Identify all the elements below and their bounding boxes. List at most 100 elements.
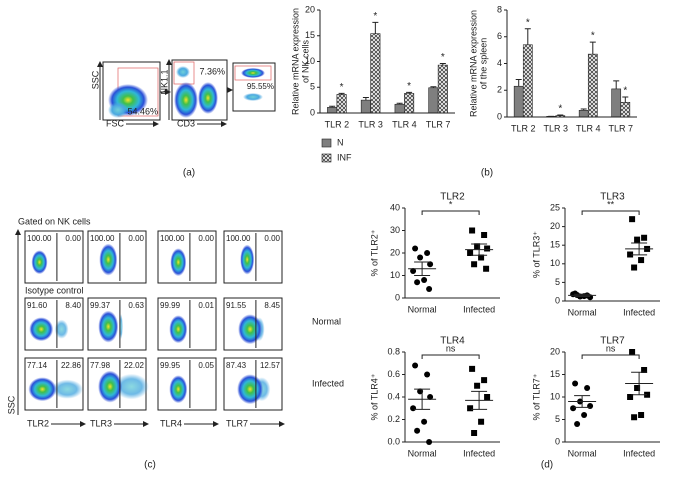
cell-density <box>114 373 149 400</box>
quadrant-value: 100.00 <box>90 234 115 243</box>
significance: * <box>526 17 530 28</box>
data-point <box>467 405 474 412</box>
data-point <box>469 365 476 372</box>
bar <box>578 110 589 118</box>
y-axis-label: Relative mRNA expression <box>468 10 478 117</box>
x-tick-label: Infected <box>623 448 655 458</box>
significance-bracket <box>421 354 480 359</box>
cell-density <box>237 374 264 405</box>
panel-label: (b) <box>481 168 493 179</box>
sem-bar <box>471 243 488 256</box>
gate-value: 54.46% <box>127 106 158 116</box>
quadrant-value: 0.00 <box>128 234 144 243</box>
data-point <box>424 371 431 378</box>
y-tick-label: 10 <box>305 56 315 66</box>
bar <box>513 85 524 118</box>
axis-label: CD3 <box>177 118 195 128</box>
row-label: Normal <box>312 316 341 326</box>
data-point <box>421 418 428 425</box>
quadrant-value: 0.01 <box>198 301 214 310</box>
cell-density <box>174 82 198 118</box>
panel-label: (c) <box>144 460 156 471</box>
quadrant-value: 22.86 <box>61 361 82 370</box>
y-tick-label: 0 <box>395 292 400 302</box>
data-point <box>483 265 490 272</box>
x-tick-label: TLR 7 <box>608 123 633 133</box>
bar <box>587 53 598 118</box>
cell-density <box>240 244 255 275</box>
sem-bar <box>574 293 591 298</box>
data-point <box>641 234 648 241</box>
significance: * <box>340 82 344 93</box>
quadrant-value: 0.63 <box>128 301 144 310</box>
data-point <box>427 261 434 268</box>
gate-value: 95.55% <box>247 82 274 91</box>
y-tick-label: 30 <box>390 225 400 235</box>
error-bar <box>430 86 437 88</box>
data-point <box>641 367 648 373</box>
significance-bracket <box>581 354 640 359</box>
bar <box>360 99 371 114</box>
quadrant-value: 99.95 <box>160 361 181 370</box>
axis-label: FSC <box>106 118 125 128</box>
y-tick-label: 5 <box>555 277 560 287</box>
error-bar <box>396 102 403 105</box>
data-point <box>629 349 636 355</box>
y-tick-label: 20 <box>390 247 400 257</box>
data-point <box>410 268 417 274</box>
y-tick-label: 0.0 <box>387 436 400 446</box>
y-tick-label: 0.2 <box>387 414 400 424</box>
y-tick-label: 6 <box>497 31 502 41</box>
error-bar <box>362 97 369 101</box>
error-bar <box>439 63 446 66</box>
significance: * <box>591 31 595 42</box>
data-point <box>581 412 588 418</box>
y-tick-label: 20 <box>550 346 560 356</box>
data-point <box>471 430 478 436</box>
sem-bar <box>414 261 431 276</box>
data-point <box>471 261 478 268</box>
flow-plot <box>157 230 217 284</box>
cell-density <box>170 248 187 277</box>
quadrant-value: 77.14 <box>27 361 48 370</box>
data-point <box>469 227 476 234</box>
error-bar <box>329 105 336 108</box>
header: Gated on NK cells <box>18 216 91 226</box>
error-bar <box>580 108 587 111</box>
y-tick-label: 10 <box>390 270 400 280</box>
legend-swatch <box>321 138 332 148</box>
quadrant-value: 91.55 <box>226 301 247 310</box>
bar <box>437 64 448 114</box>
data-point <box>638 257 645 264</box>
data-point <box>638 412 645 418</box>
y-axis-label: % of TLR7⁺ <box>531 373 541 420</box>
cell-density <box>176 66 190 78</box>
y-tick-label: 8 <box>497 4 502 14</box>
bar <box>611 88 622 118</box>
x-tick-label: Infected <box>623 307 655 317</box>
bar <box>620 101 631 118</box>
y-tick-label: 0 <box>310 107 315 117</box>
axis-label: SSC <box>90 70 100 89</box>
bar <box>336 94 347 114</box>
quadrant-value: 100.00 <box>27 234 52 243</box>
y-tick-label: 0 <box>555 295 560 305</box>
significance-bracket <box>421 210 480 215</box>
significance: * <box>407 81 411 92</box>
data-point <box>634 236 641 243</box>
cell-density <box>99 243 118 276</box>
data-point <box>414 427 421 434</box>
data-point <box>412 362 419 369</box>
quadrant-value: 22.02 <box>124 361 145 370</box>
error-bar <box>406 91 413 94</box>
data-point <box>484 394 491 400</box>
sem-bar <box>574 395 591 408</box>
significance: * <box>373 11 377 22</box>
row-label: Infected <box>312 378 344 388</box>
data-point <box>631 264 638 271</box>
y-tick-label: 15 <box>550 240 560 250</box>
quadrant-value: 0.00 <box>198 234 214 243</box>
legend-label: INF <box>337 152 352 162</box>
x-tick-label: TLR 4 <box>392 119 417 129</box>
